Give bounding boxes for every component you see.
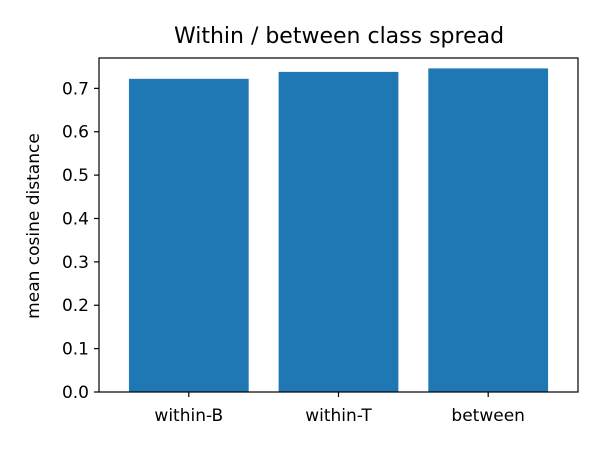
y-tick-label: 0.2 [62, 296, 89, 316]
y-tick-label: 0.0 [62, 383, 89, 403]
y-tick-label: 0.5 [62, 166, 89, 186]
bar-within-T [278, 71, 399, 392]
y-tick-label: 0.4 [62, 209, 89, 229]
y-tick-label: 0.3 [62, 253, 89, 273]
chart-title: Within / between class spread [174, 24, 504, 49]
y-tick-label: 0.6 [62, 123, 89, 143]
y-axis-label: mean cosine distance [24, 133, 44, 319]
y-ticks-group: 0.0 0.1 0.2 0.3 0.4 0.5 0.6 0.7 [62, 79, 99, 403]
bars-group [128, 68, 549, 393]
x-tick-label: within-B [154, 406, 223, 426]
x-tick-label: within-T [305, 406, 372, 426]
y-tick-label: 0.1 [62, 340, 89, 360]
bar-between [428, 68, 549, 392]
x-ticks-group: within-B within-T between [154, 392, 525, 426]
plot-frame [98, 57, 579, 393]
y-tick-label: 0.7 [62, 79, 89, 99]
x-tick-label: between [451, 406, 525, 426]
bar-within-B [128, 78, 249, 393]
